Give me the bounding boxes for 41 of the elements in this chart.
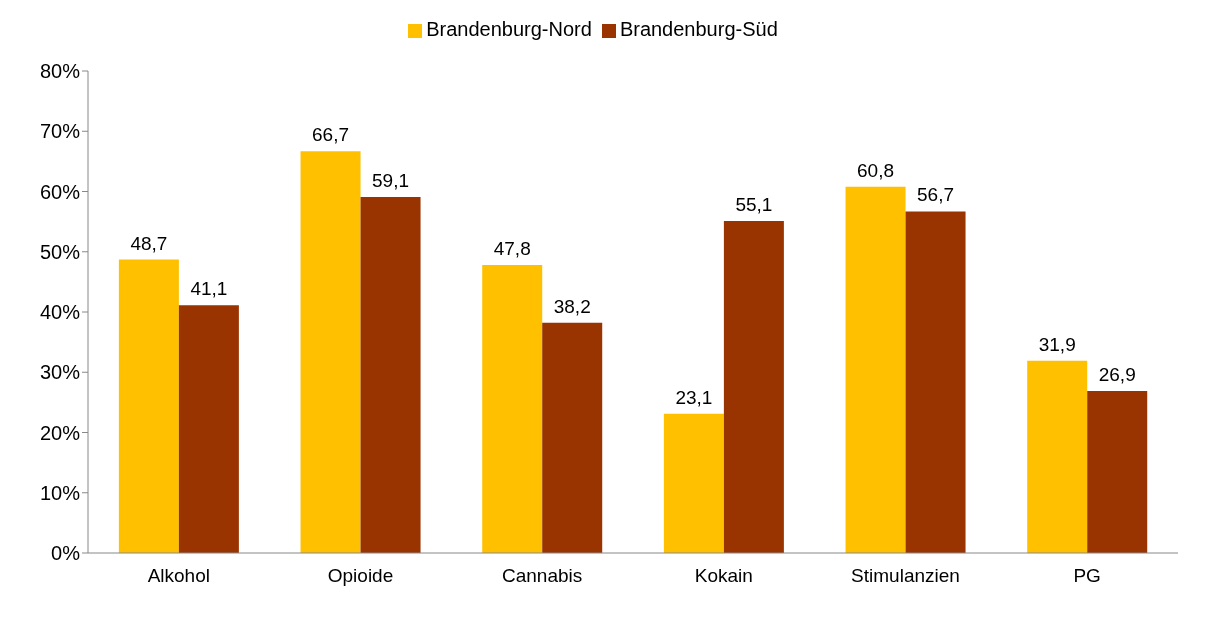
x-tick-label: Kokain: [694, 565, 753, 587]
bar: [663, 413, 724, 553]
data-label: 56,7: [917, 184, 955, 206]
x-tick-label: Opioide: [327, 565, 394, 587]
y-tick-label: 40%: [39, 301, 81, 324]
data-label: 47,8: [493, 238, 531, 260]
y-tick-label: 70%: [39, 120, 81, 143]
data-label: 41,1: [190, 278, 228, 300]
x-tick-label: PG: [1073, 565, 1101, 587]
y-tick-label: 30%: [39, 361, 81, 384]
bar: [178, 305, 239, 553]
bar: [542, 322, 603, 553]
data-label: 26,9: [1098, 363, 1136, 385]
data-label: 38,2: [553, 295, 591, 317]
data-label: 31,9: [1038, 333, 1076, 355]
data-label: 48,7: [130, 232, 168, 254]
x-tick-label: Cannabis: [502, 565, 583, 587]
y-tick-label: 60%: [39, 180, 81, 203]
bar: [118, 259, 179, 553]
bar: [300, 151, 361, 553]
legend-label: Brandenburg-Süd: [619, 18, 778, 40]
bar: [905, 211, 966, 553]
data-label: 60,8: [857, 159, 895, 181]
y-tick-label: 0%: [51, 542, 81, 565]
legend-label: Brandenburg-Nord: [426, 18, 592, 40]
y-tick-label: 80%: [39, 60, 81, 83]
bar: [723, 221, 784, 553]
bar: [1087, 390, 1148, 553]
y-tick-label: 20%: [39, 421, 81, 444]
data-label: 55,1: [735, 194, 773, 216]
y-tick-label: 10%: [39, 481, 81, 504]
x-tick-label: Alkohol: [147, 565, 210, 587]
bar: [1027, 360, 1088, 553]
bar: [360, 196, 421, 553]
x-tick-label: Stimulanzien: [851, 565, 960, 587]
bar: [482, 265, 543, 553]
data-label: 59,1: [372, 169, 410, 191]
y-tick-label: 50%: [39, 240, 81, 263]
bar: [845, 186, 906, 553]
data-label: 66,7: [312, 124, 350, 146]
data-label: 23,1: [675, 386, 713, 408]
